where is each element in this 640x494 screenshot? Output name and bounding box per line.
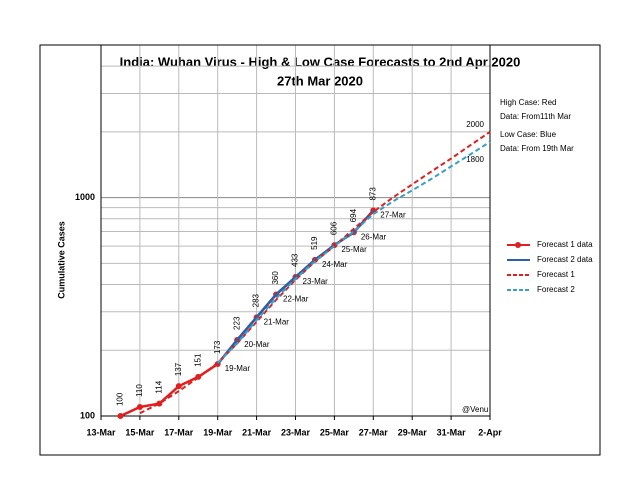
x-tick-label: 17-Mar [164,427,194,437]
data-label: 694 [349,208,358,222]
point-label: 27-Mar [380,211,406,220]
data-label: 137 [174,362,183,376]
y-tick-label: 1000 [75,192,95,202]
end-label: 1800 [466,155,484,164]
series-line [216,209,375,365]
point-label: 25-Mar [341,245,367,254]
data-label: 873 [368,187,377,201]
point-label: 24-Mar [322,260,348,269]
y-axis-label: Cumulative Cases [56,221,66,299]
data-label: 151 [193,353,202,367]
point-label: 21-Mar [264,317,290,326]
point-label: 19-Mar [225,364,251,373]
data-point [136,403,143,410]
legend-label: Forecast 2 data [537,255,593,264]
data-label: 223 [232,316,241,330]
data-point [175,383,182,390]
annotation: Low Case: Blue [500,130,557,139]
y-tick-label: 100 [80,410,95,420]
x-tick-label: 27-Mar [359,427,389,437]
data-label: 519 [310,236,319,250]
annotation: Data: From11th Mar [500,112,571,121]
annotation: Data: From 19th Mar [500,144,574,153]
x-tick-label: 19-Mar [203,427,233,437]
data-label: 110 [135,384,144,397]
end-label: 2000 [466,120,484,129]
chart-title: India: Wuhan Virus - High & Low Case For… [120,54,521,69]
point-label: 22-Mar [283,295,309,304]
annotation: High Case: Red [500,98,556,107]
legend-label: Forecast 1 [537,270,575,279]
x-tick-label: 25-Mar [320,427,350,437]
legend-label: Forecast 1 data [537,240,593,249]
chart-subtitle: 27th Mar 2020 [277,73,363,88]
x-tick-label: 29-Mar [398,427,428,437]
point-label: 23-Mar [303,277,329,286]
data-label: 606 [330,221,339,235]
data-label: 283 [252,293,261,307]
x-tick-label: 31-Mar [437,427,467,437]
x-tick-label: 23-Mar [281,427,311,437]
data-label: 100 [116,392,125,406]
data-label: 173 [213,340,222,354]
point-label: 20-Mar [244,340,270,349]
annotation: @Venu [462,405,488,414]
x-tick-label: 21-Mar [242,427,272,437]
x-tick-label: 13-Mar [86,427,116,437]
data-label: 114 [154,380,163,393]
plot-area [100,44,491,417]
legend-label: Forecast 2 [537,285,575,294]
data-label: 433 [291,253,300,267]
x-tick-label: 2-Apr [478,427,502,437]
legend-marker [515,242,521,248]
data-point [117,413,124,419]
series-line [216,141,491,364]
x-tick-label: 15-Mar [125,427,155,437]
data-label: 360 [271,271,280,285]
point-label: 26-Mar [361,232,387,241]
